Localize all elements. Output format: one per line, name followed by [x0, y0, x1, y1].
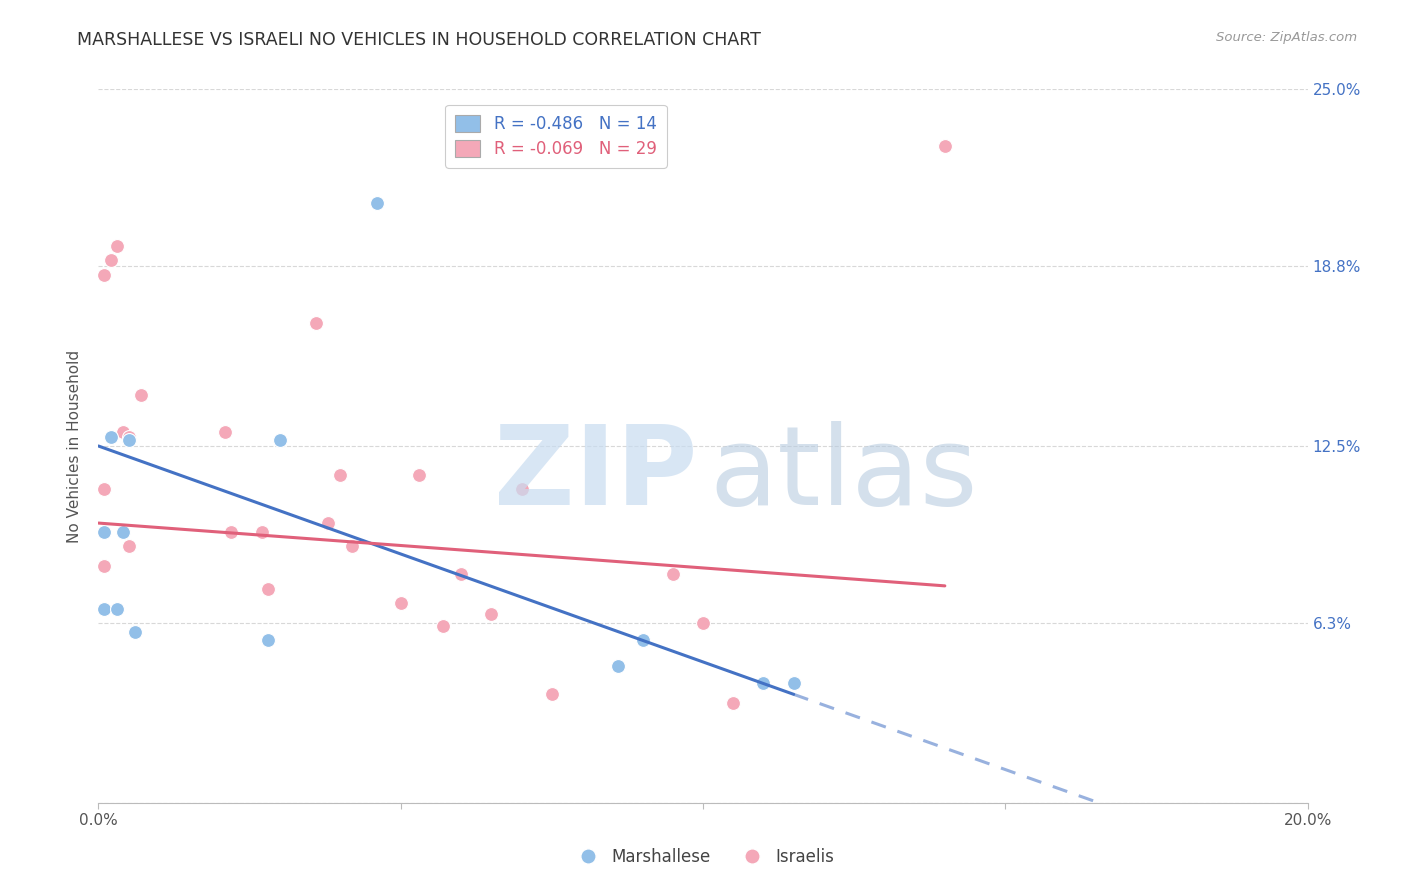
Point — [342, 539, 364, 553]
Point — [129, 387, 152, 401]
Legend: R = -0.486   N = 14, R = -0.069   N = 29: R = -0.486 N = 14, R = -0.069 N = 29 — [446, 104, 666, 168]
Point — [256, 633, 278, 648]
Point — [934, 139, 956, 153]
Text: MARSHALLESE VS ISRAELI NO VEHICLES IN HOUSEHOLD CORRELATION CHART: MARSHALLESE VS ISRAELI NO VEHICLES IN HO… — [77, 31, 761, 49]
Point — [221, 524, 243, 539]
Point — [269, 434, 291, 448]
Point — [389, 596, 412, 610]
Point — [105, 601, 128, 615]
Text: ZIP: ZIP — [494, 421, 697, 528]
Point — [607, 658, 630, 673]
Point — [661, 567, 683, 582]
Point — [450, 567, 472, 582]
Point — [118, 430, 141, 444]
Point — [256, 582, 278, 596]
Y-axis label: No Vehicles in Household: No Vehicles in Household — [67, 350, 83, 542]
Point — [305, 316, 328, 330]
Point — [408, 467, 430, 482]
Point — [329, 467, 352, 482]
Point — [93, 268, 115, 282]
Point — [432, 619, 454, 633]
Point — [783, 676, 806, 690]
Point — [510, 482, 533, 496]
Point — [93, 558, 115, 573]
Text: atlas: atlas — [709, 421, 977, 528]
Point — [100, 253, 122, 268]
Point — [93, 524, 115, 539]
Point — [118, 539, 141, 553]
Point — [631, 633, 654, 648]
Point — [111, 425, 134, 439]
Point — [250, 524, 273, 539]
Point — [105, 239, 128, 253]
Point — [752, 676, 775, 690]
Point — [214, 425, 236, 439]
Point — [118, 434, 141, 448]
Point — [124, 624, 146, 639]
Point — [752, 676, 775, 690]
Legend: Marshallese, Israelis: Marshallese, Israelis — [565, 842, 841, 873]
Point — [723, 696, 745, 710]
Point — [540, 687, 562, 701]
Point — [692, 615, 714, 630]
Point — [93, 601, 115, 615]
Point — [481, 607, 503, 622]
Point — [93, 482, 115, 496]
Text: Source: ZipAtlas.com: Source: ZipAtlas.com — [1216, 31, 1357, 45]
Point — [100, 430, 122, 444]
Point — [111, 524, 134, 539]
Point — [316, 516, 339, 530]
Point — [366, 196, 388, 211]
